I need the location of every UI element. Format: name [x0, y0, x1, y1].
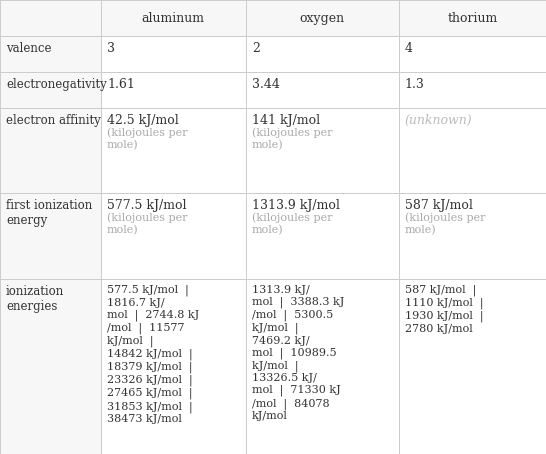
Text: 1313.9 kJ/mol: 1313.9 kJ/mol [252, 199, 340, 212]
Text: first ionization
energy: first ionization energy [6, 199, 92, 227]
Text: (unknown): (unknown) [405, 114, 472, 127]
Text: aluminum: aluminum [142, 11, 205, 25]
Text: electronegativity: electronegativity [6, 78, 107, 91]
Text: 577.5 kJ/mol: 577.5 kJ/mol [107, 199, 187, 212]
Bar [399, 193, 546, 279]
Text: 141 kJ/mol: 141 kJ/mol [252, 114, 320, 127]
Text: electron affinity: electron affinity [6, 114, 101, 127]
Bar [101, 193, 246, 279]
Text: 587 kJ/mol: 587 kJ/mol [405, 199, 472, 212]
Text: 3: 3 [107, 42, 115, 55]
Bar [246, 72, 399, 108]
Text: 587 kJ/mol  |
1110 kJ/mol  |
1930 kJ/mol  |
2780 kJ/mol: 587 kJ/mol | 1110 kJ/mol | 1930 kJ/mol |… [405, 285, 483, 334]
Bar [246, 108, 399, 193]
Text: valence: valence [6, 42, 51, 55]
Text: 1313.9 kJ/
mol  |  3388.3 kJ
/mol  |  5300.5
kJ/mol  |
7469.2 kJ/
mol  |  10989.: 1313.9 kJ/ mol | 3388.3 kJ /mol | 5300.5… [252, 285, 344, 421]
Bar [399, 36, 546, 72]
Bar [0, 108, 101, 193]
Text: 2: 2 [252, 42, 259, 55]
Text: 577.5 kJ/mol  |
1816.7 kJ/
mol  |  2744.8 kJ
/mol  |  11577
kJ/mol  |
14842 kJ/m: 577.5 kJ/mol | 1816.7 kJ/ mol | 2744.8 k… [107, 285, 199, 424]
Text: (kilojoules per
mole): (kilojoules per mole) [107, 213, 187, 235]
Text: (kilojoules per
mole): (kilojoules per mole) [252, 213, 332, 235]
Bar [0, 279, 101, 454]
Bar [0, 36, 101, 72]
Bar [0, 193, 101, 279]
Text: (kilojoules per
mole): (kilojoules per mole) [405, 213, 485, 235]
Bar [101, 279, 246, 454]
Bar [101, 0, 246, 36]
Bar [399, 72, 546, 108]
Text: (kilojoules per
mole): (kilojoules per mole) [252, 128, 332, 150]
Text: (kilojoules per
mole): (kilojoules per mole) [107, 128, 187, 150]
Bar [399, 279, 546, 454]
Text: oxygen: oxygen [300, 11, 345, 25]
Text: 42.5 kJ/mol: 42.5 kJ/mol [107, 114, 179, 127]
Text: 1.61: 1.61 [107, 78, 135, 91]
Text: ionization
energies: ionization energies [6, 285, 64, 313]
Bar [246, 279, 399, 454]
Bar [101, 36, 246, 72]
Bar [399, 0, 546, 36]
Bar [246, 193, 399, 279]
Text: 4: 4 [405, 42, 413, 55]
Text: 3.44: 3.44 [252, 78, 280, 91]
Bar [0, 0, 101, 36]
Bar [101, 108, 246, 193]
Bar [0, 72, 101, 108]
Text: thorium: thorium [447, 11, 497, 25]
Bar [246, 0, 399, 36]
Bar [246, 36, 399, 72]
Bar [101, 72, 246, 108]
Bar [399, 108, 546, 193]
Text: 1.3: 1.3 [405, 78, 424, 91]
